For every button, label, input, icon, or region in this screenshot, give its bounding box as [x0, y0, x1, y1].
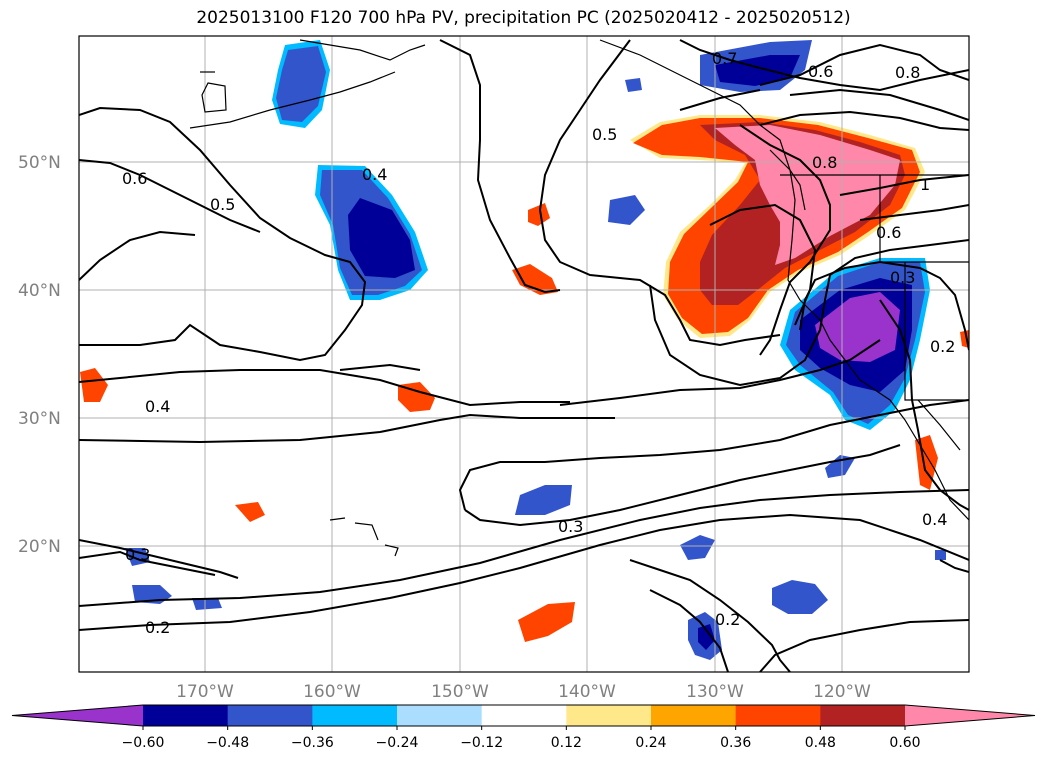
- contour-label: 0.5: [210, 195, 235, 214]
- contour-label: 0.3: [558, 517, 583, 536]
- colorbar-tick-label: 0.12: [551, 735, 582, 751]
- precip-positive-plume: [630, 115, 925, 338]
- contour-label: 1: [920, 175, 930, 194]
- colorbar-extend-max: [905, 705, 1035, 726]
- precip-negative-alaska: [272, 40, 812, 128]
- coastlines: [189, 39, 969, 557]
- contour-label: 0.4: [362, 165, 387, 184]
- lon-label: 130°W: [686, 682, 744, 702]
- lat-label: 20°N: [18, 537, 61, 557]
- contour-labels: 0.7 0.6 0.8 0.5 0.8 1 0.6 0.4 0.6 0.5 0.…: [122, 49, 955, 637]
- contour-label: 0.6: [808, 62, 833, 81]
- colorbar-tick-label: −0.48: [206, 735, 249, 751]
- contour-label: 0.6: [122, 169, 147, 188]
- colorbar-tick-label: −0.60: [122, 735, 165, 751]
- colorbar-segment: [566, 705, 652, 726]
- contour-label: 0.5: [592, 125, 617, 144]
- precip-negative-central: [315, 165, 645, 300]
- lon-label: 170°W: [176, 682, 234, 702]
- lat-label: 40°N: [18, 281, 61, 301]
- colorbar-tick-label: −0.12: [460, 735, 503, 751]
- lat-label: 50°N: [18, 153, 61, 173]
- figure-title: 2025013100 F120 700 hPa PV, precipitatio…: [196, 8, 851, 28]
- contour-label: 0.7: [712, 49, 737, 68]
- longitude-labels: 170°W 160°W 150°W 140°W 130°W 120°W: [176, 682, 871, 702]
- colorbar-tick-label: 0.24: [635, 735, 666, 751]
- colorbar-segment: [397, 705, 483, 726]
- lat-label: 30°N: [18, 409, 61, 429]
- colorbar: −0.60 −0.48 −0.36 −0.24 −0.12 0.12 0.24 0.36 0.4…: [11, 704, 1036, 751]
- colorbar-tick-label: 0.60: [889, 735, 920, 751]
- contour-label: 0.3: [125, 545, 150, 564]
- contour-label: 0.3: [890, 268, 915, 287]
- contour-label: 0.2: [930, 337, 955, 356]
- colorbar-extend-min: [12, 705, 143, 726]
- colorbar-segment: [651, 705, 737, 726]
- latitude-labels: 50°N 40°N 30°N 20°N: [18, 153, 61, 557]
- lon-label: 160°W: [303, 682, 361, 702]
- precip-negative-california: [780, 258, 930, 430]
- colorbar-segment: [143, 705, 229, 726]
- colorbar-segment: [481, 705, 567, 726]
- lon-label: 150°W: [431, 682, 489, 702]
- colorbar-tick-label: −0.36: [291, 735, 334, 751]
- colorbar-segment: [735, 705, 821, 726]
- colorbar-segment: [227, 705, 313, 726]
- contour-label: 0.4: [922, 510, 947, 529]
- colorbar-tick-label: 0.36: [720, 735, 751, 751]
- contour-label: 0.2: [145, 618, 170, 637]
- pv-contours: [79, 39, 969, 672]
- contour-label: 0.6: [876, 223, 901, 242]
- map-border: [78, 35, 970, 673]
- colorbar-segment: [312, 705, 398, 726]
- lon-label: 120°W: [813, 682, 871, 702]
- lon-label: 140°W: [558, 682, 616, 702]
- contour-label: 0.2: [715, 610, 740, 629]
- colorbar-tick-label: −0.24: [376, 735, 419, 751]
- contour-label: 0.8: [895, 63, 920, 82]
- colorbar-tick-label: 0.48: [805, 735, 836, 751]
- contour-label: 0.4: [145, 397, 170, 416]
- colorbar-segment: [820, 705, 906, 726]
- contour-label: 0.8: [812, 153, 837, 172]
